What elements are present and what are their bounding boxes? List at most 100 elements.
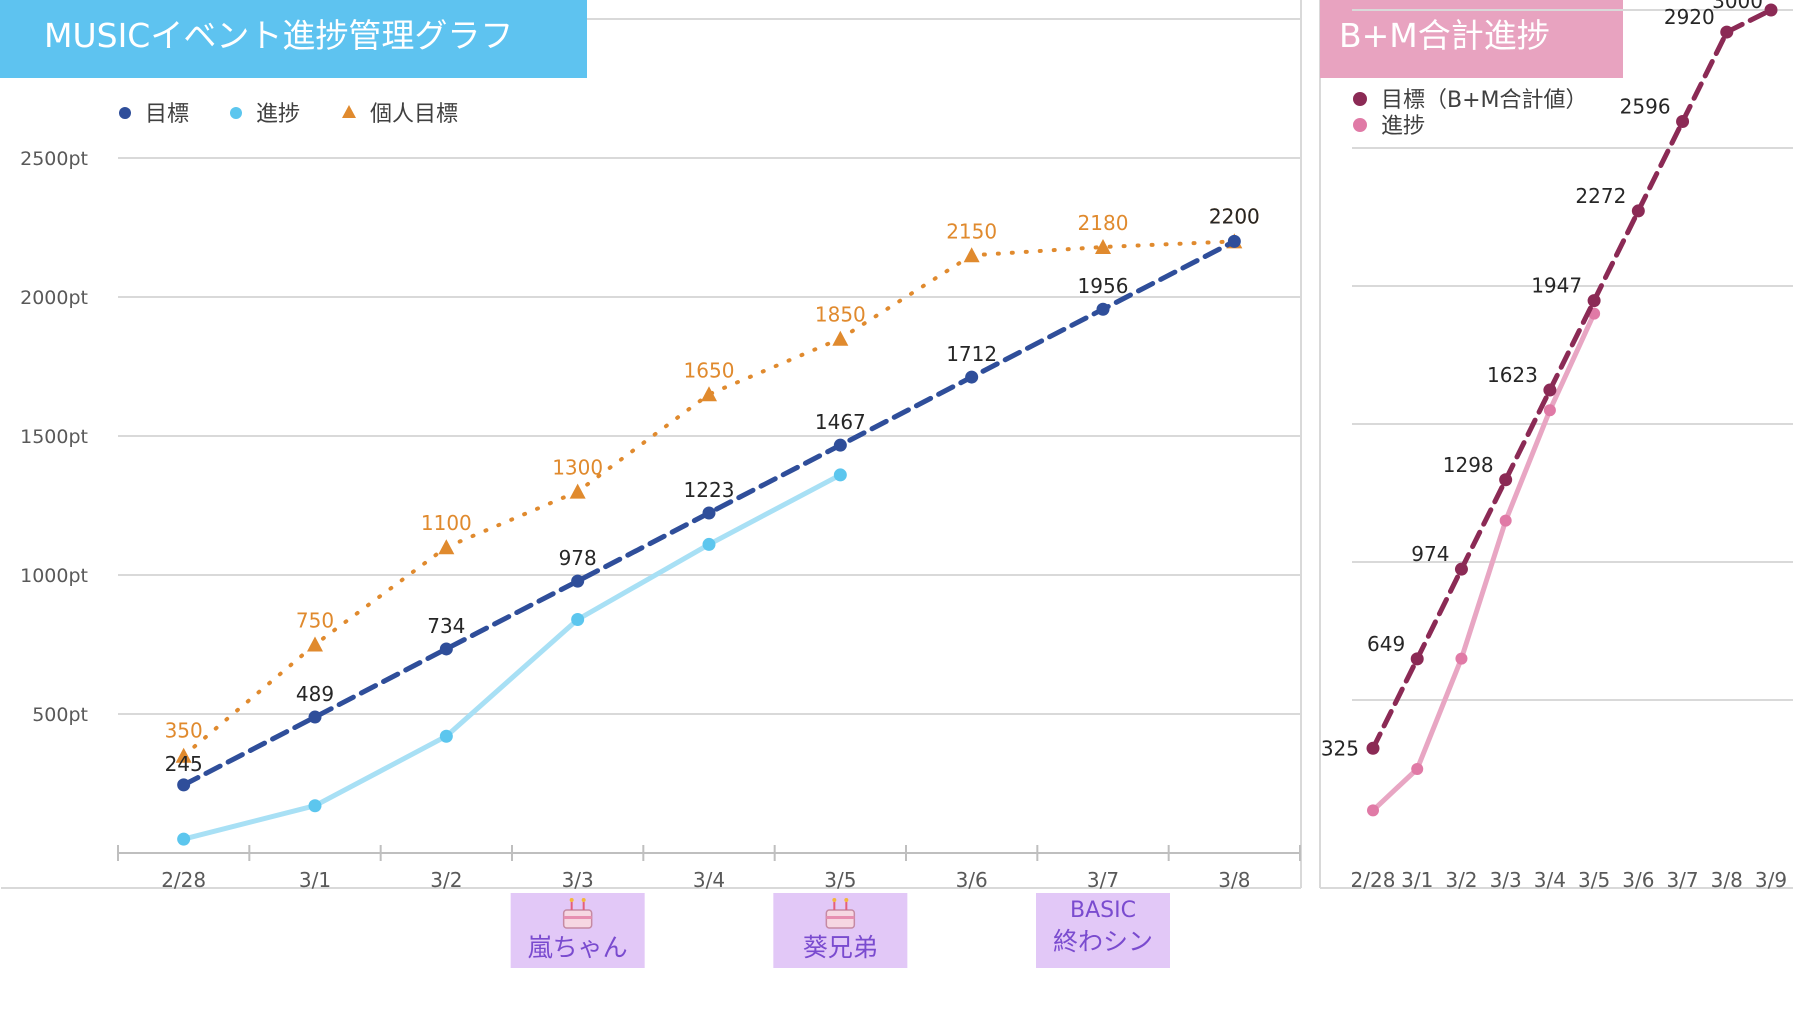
data-point-triangle (1095, 238, 1111, 254)
x-tick-label: 3/4 (1534, 868, 1566, 892)
data-point (1587, 294, 1601, 308)
legend-marker-personal (342, 105, 356, 118)
data-point (177, 778, 191, 792)
x-tick-label: 3/8 (1218, 868, 1250, 892)
data-point (177, 832, 191, 846)
left-annotations: 嵐ちゃん 葵兄弟 BASIC 終わシン (510, 893, 1170, 968)
data-point (1411, 763, 1424, 775)
x-tick-label: 3/7 (1666, 868, 1698, 892)
data-point (439, 729, 453, 743)
right-legend: 目標（B+M合計値） 進捗 (1353, 88, 1588, 139)
x-tick-label: 2/28 (1351, 868, 1396, 892)
data-point (1499, 514, 1512, 527)
data-point-triangle (438, 539, 455, 555)
data-label: 974 (1411, 542, 1449, 566)
data-label: 1947 (1531, 274, 1582, 298)
data-point (1543, 383, 1557, 397)
data-point-triangle (569, 483, 586, 499)
series-line-1 (1370, 311, 1597, 813)
legend-marker-target (119, 107, 131, 119)
data-label: 2200 (1209, 204, 1260, 228)
data-point (1096, 302, 1110, 316)
data-label: 2920 (1664, 5, 1715, 29)
data-point (1764, 3, 1778, 17)
data-point (1720, 25, 1734, 39)
right-x-axis: 2/28 3/1 3/2 3/3 3/4 3/5 3/6 3/7 3/8 3/9 (1351, 868, 1788, 892)
x-tick-label: 3/4 (693, 868, 725, 892)
legend-marker-bm-progress (1353, 118, 1367, 132)
legend-marker-bm-target (1353, 92, 1367, 106)
x-tick-label: 3/2 (430, 868, 462, 892)
data-point (571, 612, 585, 626)
data-point (308, 710, 322, 724)
event-annotation-label: 嵐ちゃん (528, 933, 628, 962)
x-tick-label: 3/6 (1622, 868, 1654, 892)
x-tick-label: 3/9 (1755, 868, 1787, 892)
data-label: 734 (427, 614, 465, 638)
left-chart-title: MUSICイベント進捗管理グラフ (44, 16, 513, 55)
y-tick-label: 2500pt (20, 148, 88, 170)
data-point (965, 370, 979, 384)
data-point (571, 574, 585, 588)
cake-band (563, 916, 592, 919)
data-point-triangle (175, 747, 192, 763)
x-tick-label: 3/8 (1711, 868, 1743, 892)
data-point (702, 537, 716, 551)
x-tick-label: 3/3 (1490, 868, 1522, 892)
data-label: 2180 (1078, 211, 1129, 235)
legend-label-personal: 個人目標 (370, 102, 458, 127)
x-tick-label: 3/5 (824, 868, 856, 892)
x-tick-label: 3/5 (1578, 868, 1610, 892)
data-label: 3000 (1712, 0, 1763, 13)
x-tick-label: 3/1 (299, 868, 331, 892)
series-line-0 (1370, 7, 1774, 751)
data-point-triangle (832, 330, 849, 346)
right-grid (1352, 9, 1793, 701)
data-label: 1100 (421, 511, 472, 535)
data-label: 1223 (684, 478, 735, 502)
legend-marker-progress (230, 107, 242, 119)
legend-label-target: 目標 (145, 102, 189, 127)
data-label: 1467 (815, 410, 866, 434)
data-label: 649 (1367, 632, 1405, 656)
data-label: 978 (559, 546, 597, 570)
event-annotation-box (510, 893, 645, 968)
data-label: 1300 (552, 456, 603, 480)
y-tick-label: 1500pt (20, 426, 88, 448)
left-chart-title-bg (0, 0, 587, 78)
birthday-cake-icon (825, 898, 856, 929)
data-point (1227, 234, 1241, 248)
data-point (833, 438, 847, 452)
y-tick-label: 2000pt (20, 287, 88, 309)
data-label: 2200 (1209, 204, 1260, 228)
legend-label-bm-target: 目標（B+M合計値） (1381, 88, 1588, 113)
data-label: 1623 (1487, 363, 1538, 387)
data-point (1410, 652, 1424, 666)
data-point (1499, 473, 1513, 487)
cake-band (826, 916, 855, 919)
data-label: 1712 (946, 342, 997, 366)
data-point (308, 799, 322, 813)
left-legend: 目標 進捗 個人目標 (119, 102, 458, 127)
data-label: 489 (296, 682, 334, 706)
data-point (1676, 115, 1690, 129)
data-point-triangle (701, 386, 717, 402)
data-point (1454, 562, 1468, 576)
cake-flame (581, 898, 586, 902)
cake-flame (569, 898, 574, 902)
data-label: 350 (165, 719, 203, 743)
cake-flame (832, 898, 837, 902)
y-tick-label: 500pt (32, 704, 88, 726)
right-chart-title-bg (1320, 0, 1623, 78)
x-tick-label: 3/1 (1401, 868, 1433, 892)
event-annotation-box (1036, 893, 1170, 968)
data-label: 245 (165, 752, 203, 776)
data-point (1631, 204, 1645, 218)
data-point (833, 468, 847, 482)
event-annotation-box (773, 893, 908, 968)
birthday-cake-icon (562, 898, 593, 929)
cake-flame (844, 898, 849, 902)
event-annotation-label: 葵兄弟 (803, 933, 878, 962)
legend-label-progress: 進捗 (256, 102, 300, 127)
